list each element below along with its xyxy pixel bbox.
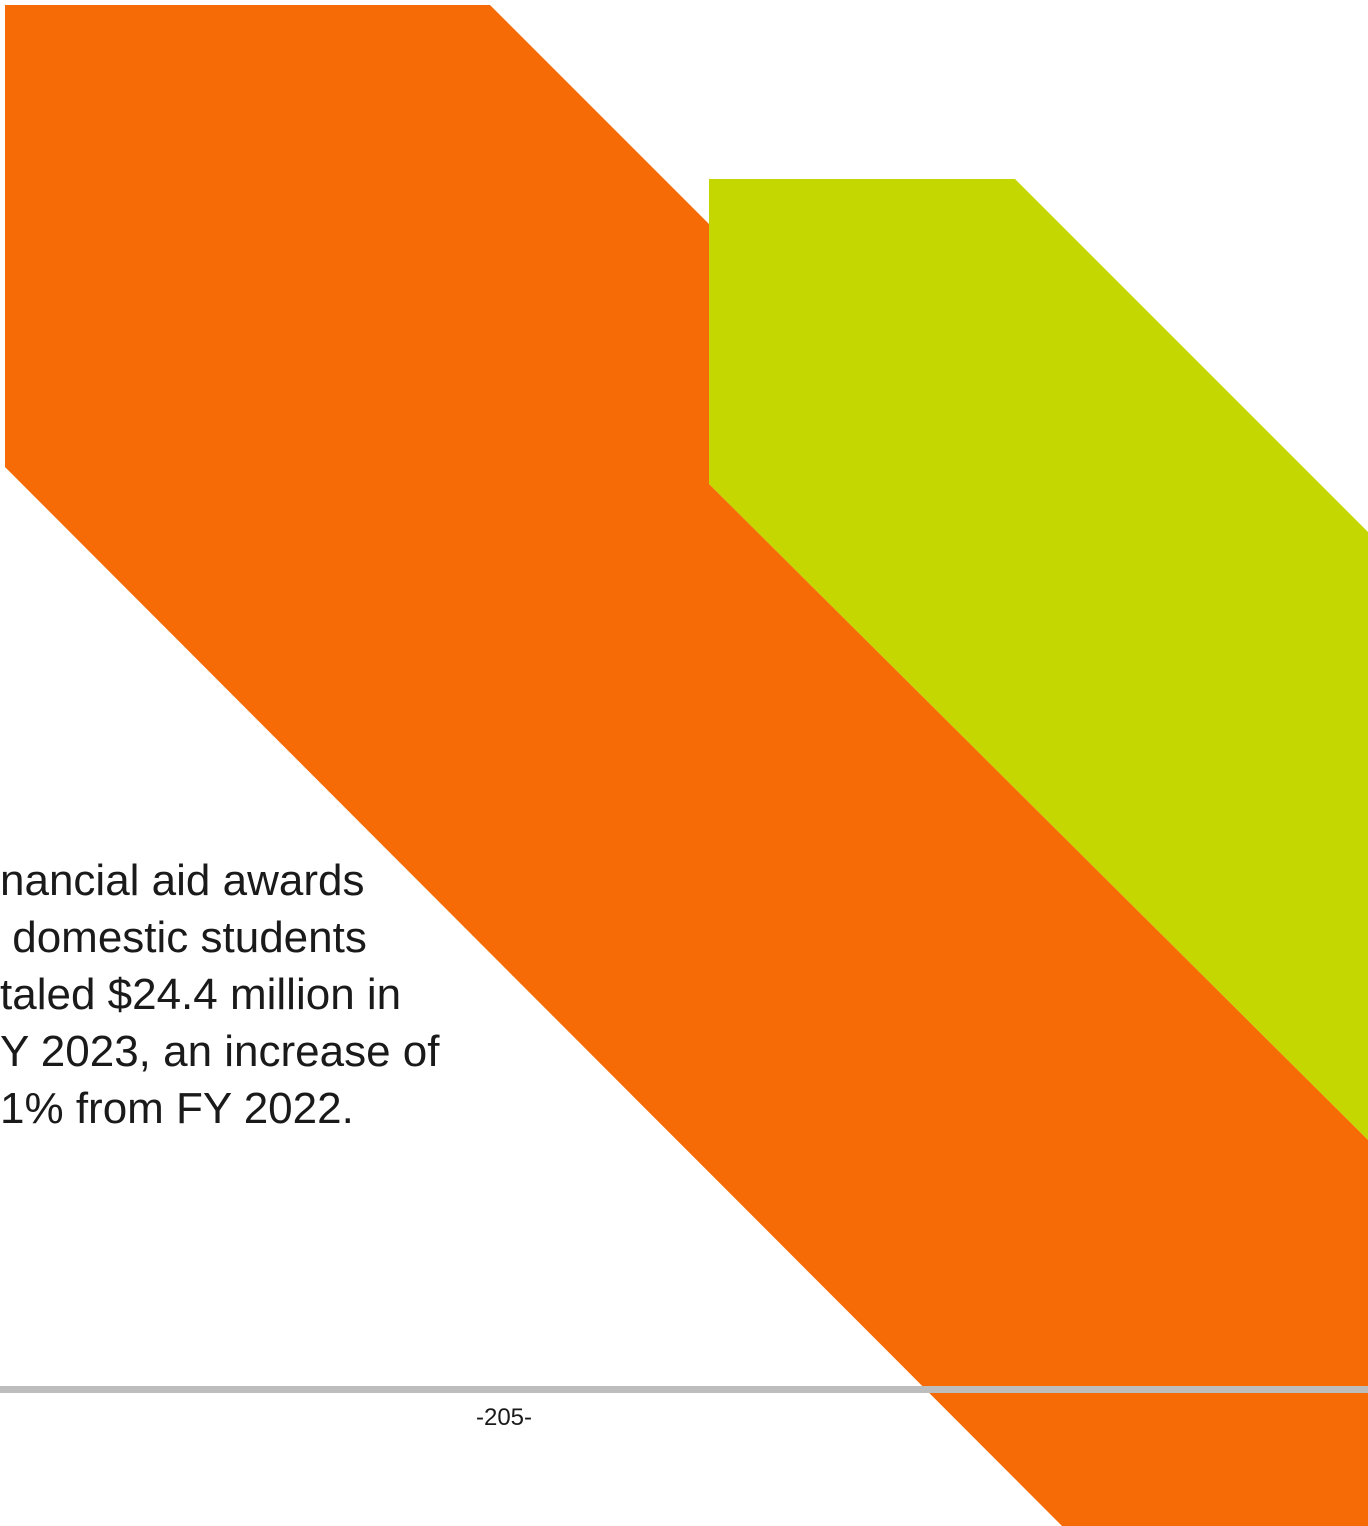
footer-divider bbox=[0, 1386, 1368, 1393]
summary-line: domestic students bbox=[0, 913, 367, 962]
summary-line: nancial aid awards bbox=[0, 856, 365, 905]
green-diagonal-band bbox=[709, 179, 1368, 1140]
summary-line: 1% from FY 2022. bbox=[0, 1084, 354, 1133]
orange-diagonal-band bbox=[5, 5, 1368, 1526]
page-number: -205- bbox=[475, 1404, 533, 1431]
summary-line: Y 2023, an increase of bbox=[0, 1027, 440, 1076]
summary-line: taled $24.4 million in bbox=[0, 970, 402, 1019]
financial-aid-summary-text: nancial aid awards domestic students tal… bbox=[0, 852, 560, 1137]
